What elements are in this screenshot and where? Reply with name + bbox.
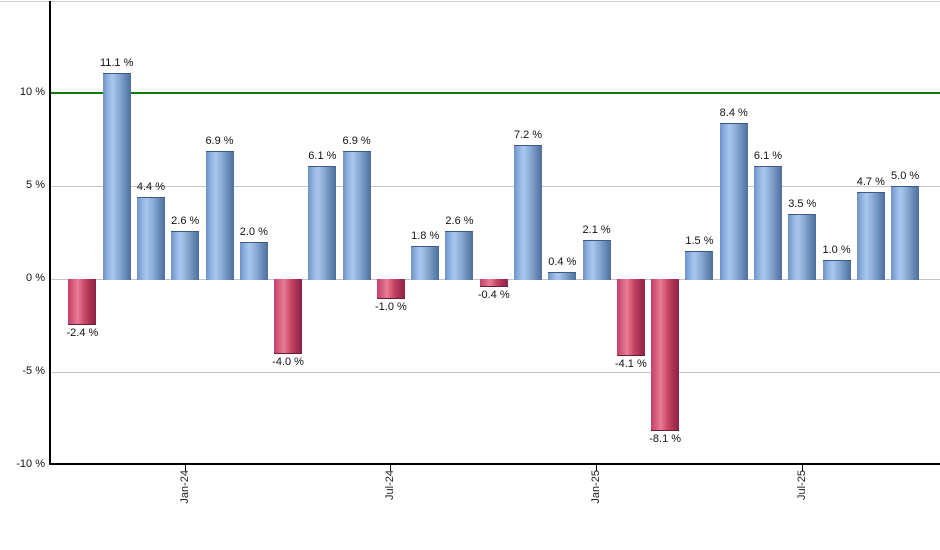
bar-value-label: 4.7 % — [856, 175, 885, 188]
bar-month-16 — [616, 279, 645, 357]
bar-value-label: -2.4 % — [66, 326, 99, 339]
bar-value-label: 6.9 % — [205, 134, 234, 147]
bar-month-15 — [582, 239, 611, 280]
bar-value-label: -0.4 % — [477, 289, 510, 302]
bar-value-label: 1.5 % — [685, 235, 714, 248]
x-axis-tick-label: Jul-25 — [795, 470, 808, 500]
x-axis-tick-label: Jul-24 — [384, 470, 397, 500]
x-axis-tick-label: Jan-25 — [590, 470, 603, 504]
bar-value-label: -4.0 % — [272, 356, 304, 369]
bar-value-label: 6.1 % — [753, 149, 783, 162]
bar-month-3 — [171, 230, 200, 280]
bar-value-label: 2.6 % — [171, 214, 200, 227]
bar-value-label: -8.1 % — [649, 432, 682, 445]
bar-month-0 — [68, 279, 97, 325]
bar-value-label: 7.2 % — [513, 129, 543, 142]
bar-value-label: -1.0 % — [375, 300, 407, 313]
x-axis-tick — [184, 463, 186, 471]
bar-month-2 — [136, 197, 165, 280]
bar-month-18 — [685, 251, 714, 280]
bar-month-14 — [548, 271, 577, 280]
bar-month-5 — [239, 241, 268, 280]
bar-month-7 — [308, 165, 337, 280]
bar-month-19 — [719, 122, 748, 280]
y-axis-tick-label: 5 % — [26, 179, 45, 191]
x-axis-tick-label: Jan-24 — [178, 470, 191, 504]
bar-month-9 — [376, 279, 405, 299]
bar-value-label: 6.1 % — [308, 149, 337, 162]
x-axis-tick — [390, 463, 392, 471]
gridline--5pct — [51, 371, 940, 373]
bar-value-label: 1.0 % — [822, 244, 851, 257]
bar-month-1 — [102, 72, 131, 280]
bar-value-label: 5.0 % — [891, 170, 920, 182]
bar-value-label: 2.6 % — [445, 214, 474, 227]
bar-value-label: 4.4 % — [136, 181, 166, 194]
x-axis-tick — [801, 463, 803, 471]
y-axis-tick-label: 10 % — [19, 86, 45, 98]
bar-value-label: -4.1 % — [614, 358, 647, 371]
plot-top-border — [0, 1, 940, 2]
bar-value-label: 11.1 % — [99, 56, 134, 69]
bar-month-13 — [514, 145, 543, 280]
bar-value-label: 2.0 % — [239, 225, 268, 238]
bar-month-22 — [822, 260, 851, 280]
bar-month-17 — [651, 279, 680, 431]
x-axis-line — [49, 463, 940, 465]
bar-month-24 — [891, 186, 920, 280]
reference-line-10pct — [51, 92, 940, 94]
bar-value-label: 6.9 % — [342, 134, 371, 147]
bar-month-10 — [411, 245, 440, 280]
gridline-5pct — [51, 185, 940, 187]
bar-month-8 — [342, 150, 371, 280]
bar-month-23 — [856, 191, 885, 280]
bar-month-12 — [479, 279, 508, 288]
bar-month-20 — [754, 165, 782, 280]
bar-value-label: 0.4 % — [548, 255, 577, 268]
bar-month-4 — [205, 150, 234, 280]
bar-month-11 — [445, 230, 474, 280]
bar-value-label: 2.1 % — [582, 223, 611, 236]
y-axis-tick-label: -5 % — [22, 365, 45, 377]
y-axis-line — [49, 1, 51, 465]
bar-month-6 — [274, 279, 303, 355]
y-axis-tick-label: 0 % — [26, 272, 45, 284]
bar-value-label: 3.5 % — [788, 197, 817, 210]
x-axis-tick — [596, 463, 598, 471]
bar-month-21 — [788, 213, 817, 280]
bar-value-label: 8.4 % — [719, 106, 748, 119]
y-axis-tick-label: -10 % — [16, 458, 45, 470]
bar-value-label: 1.8 % — [411, 229, 440, 242]
